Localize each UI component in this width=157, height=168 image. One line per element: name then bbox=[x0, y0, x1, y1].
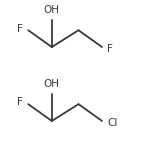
Text: F: F bbox=[17, 97, 23, 108]
Text: OH: OH bbox=[44, 5, 60, 15]
Text: OH: OH bbox=[44, 79, 60, 89]
Text: Cl: Cl bbox=[108, 118, 118, 128]
Text: F: F bbox=[17, 24, 23, 34]
Text: F: F bbox=[107, 44, 113, 54]
